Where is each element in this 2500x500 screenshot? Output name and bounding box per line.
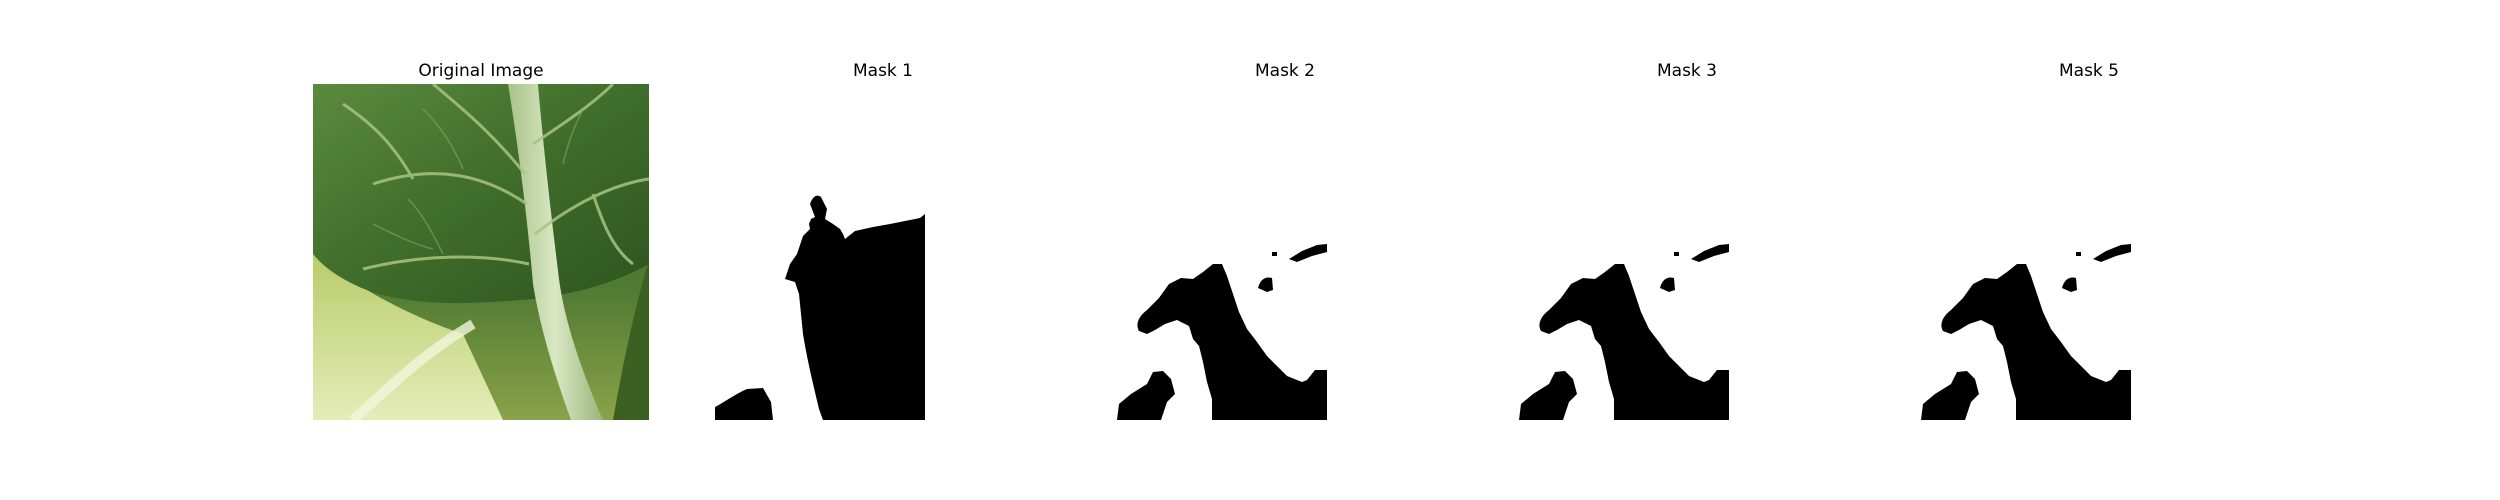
panel-mask-1: Mask 1 bbox=[715, 0, 1115, 500]
panel-mask-2: Mask 2 bbox=[1117, 0, 1517, 500]
panel-title: Mask 3 bbox=[1656, 61, 1717, 81]
leaf-photo bbox=[313, 84, 649, 420]
mask-image bbox=[715, 84, 1051, 420]
panel-title: Mask 1 bbox=[852, 61, 913, 81]
mask-image bbox=[1117, 84, 1453, 420]
mask-image bbox=[1519, 84, 1855, 420]
panel-mask-5: Mask 5 bbox=[1921, 0, 2321, 500]
panel-original-image: Original Image bbox=[313, 0, 713, 500]
panel-mask-3: Mask 3 bbox=[1519, 0, 1919, 500]
panel-title: Mask 2 bbox=[1254, 61, 1315, 81]
panel-title: Mask 5 bbox=[2058, 61, 2119, 81]
panel-title: Original Image bbox=[418, 61, 544, 81]
mask-image bbox=[1921, 84, 2257, 420]
